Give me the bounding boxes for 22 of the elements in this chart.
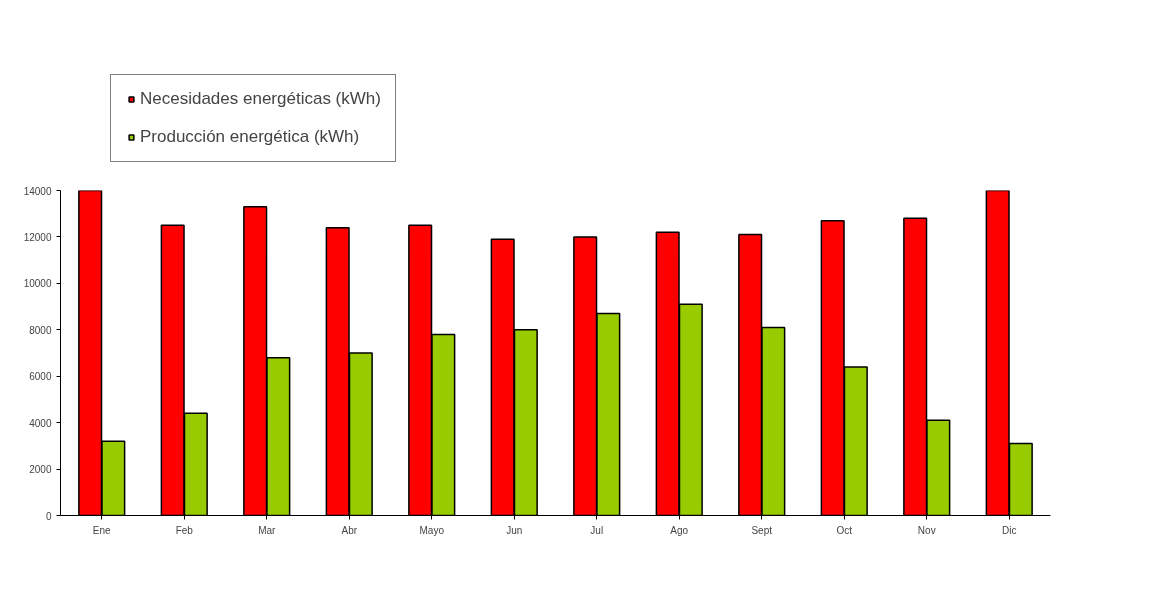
x-tick-label: Jun xyxy=(506,524,523,536)
x-tick-label: Ene xyxy=(92,524,112,536)
y-tick-label: 4000 xyxy=(29,417,52,429)
legend-label: Necesidades energéticas (kWh) xyxy=(140,89,381,109)
x-tick-label: Abr xyxy=(341,524,358,536)
x-tick-label: Jul xyxy=(590,524,604,536)
y-tick-label: 2000 xyxy=(29,464,52,476)
legend-label: Producción energética (kWh) xyxy=(140,127,360,147)
x-tick-label: Mayo xyxy=(419,524,445,536)
x-tick-label: Nov xyxy=(917,524,936,536)
y-tick-label: 14000 xyxy=(23,185,52,197)
y-tick-label: 8000 xyxy=(29,324,52,336)
x-tick-label: Dic xyxy=(1002,524,1017,536)
y-tick-label: 12000 xyxy=(23,231,52,243)
x-tick-label: Sept xyxy=(751,524,773,536)
x-tick-label: Oct xyxy=(836,524,853,536)
x-tick-label: Feb xyxy=(175,524,194,536)
y-tick-label: 0 xyxy=(45,510,52,522)
x-tick-label: Ago xyxy=(670,524,689,536)
y-tick-label: 10000 xyxy=(23,278,52,290)
y-tick-label: 6000 xyxy=(29,371,52,383)
x-tick-label: Mar xyxy=(258,524,277,536)
